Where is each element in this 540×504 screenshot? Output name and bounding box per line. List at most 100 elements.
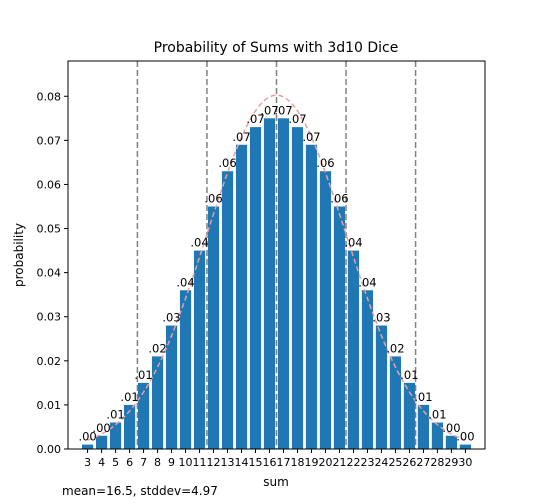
x-tick-label-11: 11: [193, 456, 207, 469]
bar-6: [123, 404, 136, 449]
x-tick-label-9: 9: [168, 456, 175, 469]
bar-label-6: .01: [120, 390, 138, 404]
y-tick-label-2: 0.02: [37, 355, 62, 368]
bar-label-29: .00: [442, 421, 460, 435]
plot-frame: [67, 60, 486, 450]
bar-28: [431, 422, 444, 449]
x-tick-label-28: 28: [430, 456, 444, 469]
bar-24: [375, 325, 388, 449]
bar-18: [291, 127, 304, 450]
bar-label-26: .01: [400, 368, 418, 382]
bar-label-9: .03: [162, 311, 180, 325]
y-tick-label-3: 0.03: [37, 311, 62, 324]
bar-15: [249, 127, 262, 450]
bar-label-10: .04: [176, 275, 194, 289]
bar-label-5: .01: [106, 408, 124, 422]
x-tick-label-6: 6: [126, 456, 133, 469]
x-tick-label-30: 30: [458, 456, 472, 469]
x-tick-label-26: 26: [402, 456, 416, 469]
x-tick-label-3: 3: [84, 456, 91, 469]
bar-label-20: .06: [316, 156, 334, 170]
x-tick-label-21: 21: [332, 456, 346, 469]
bar-27: [417, 404, 430, 449]
x-tick-label-23: 23: [360, 456, 374, 469]
bar-label-22: .04: [344, 236, 362, 250]
bar-20: [319, 171, 332, 449]
bar-26: [403, 382, 416, 449]
plot-area: .00.00.01.01.01.02.03.04.04.06.06.07.07.…: [37, 61, 475, 469]
bar-7: [137, 382, 150, 449]
y-axis-label: probability: [12, 223, 26, 287]
x-tick-label-15: 15: [249, 456, 263, 469]
bar-10: [179, 290, 192, 449]
x-tick-label-4: 4: [98, 456, 105, 469]
bar-21: [333, 206, 346, 449]
bar-23: [361, 290, 374, 449]
y-tick-label-0: 0.00: [37, 443, 62, 456]
x-tick-label-8: 8: [154, 456, 161, 469]
y-tick-label-7: 0.07: [37, 134, 62, 147]
bar-5: [109, 422, 122, 449]
bar-9: [165, 325, 178, 449]
y-tick-label-6: 0.06: [37, 178, 62, 191]
bar-label-11: .04: [190, 236, 208, 250]
bar-label-16: .07: [260, 103, 278, 117]
bar-label-17: .07: [274, 103, 292, 117]
stats-footnote: mean=16.5, stddev=4.97: [62, 484, 218, 498]
bar-14: [235, 144, 248, 450]
bar-19: [305, 144, 318, 450]
x-tick-label-12: 12: [207, 456, 221, 469]
y-tick-label-8: 0.08: [37, 90, 62, 103]
x-tick-label-16: 16: [263, 456, 277, 469]
x-tick-label-18: 18: [290, 456, 304, 469]
x-tick-label-22: 22: [346, 456, 360, 469]
bar-label-30: .00: [456, 430, 474, 444]
bar-label-15: .07: [246, 112, 264, 126]
y-tick-label-4: 0.04: [37, 267, 62, 280]
y-tick-label-5: 0.05: [37, 223, 62, 236]
bar-label-4: .00: [92, 421, 110, 435]
bar-22: [347, 250, 360, 449]
x-axis-label: sum: [263, 475, 289, 489]
x-tick-label-25: 25: [388, 456, 402, 469]
bar-label-18: .07: [288, 112, 306, 126]
bar-30: [459, 444, 472, 449]
bar-label-13: .06: [218, 156, 236, 170]
bar-12: [207, 206, 220, 449]
bar-label-7: .01: [134, 368, 152, 382]
bar-label-27: .01: [414, 390, 432, 404]
x-tick-label-17: 17: [276, 456, 290, 469]
bar-label-14: .07: [232, 130, 250, 144]
x-tick-label-5: 5: [112, 456, 119, 469]
x-tick-label-7: 7: [140, 456, 147, 469]
bar-3: [81, 444, 94, 449]
bar-label-24: .03: [372, 311, 390, 325]
x-tick-label-20: 20: [318, 456, 332, 469]
bar-label-3: .00: [78, 430, 96, 444]
bar-11: [193, 250, 206, 449]
bar-label-25: .02: [386, 341, 404, 355]
x-tick-label-13: 13: [221, 456, 235, 469]
bar-label-8: .02: [148, 341, 166, 355]
chart-title: Probability of Sums with 3d10 Dice: [154, 40, 399, 56]
bar-8: [151, 356, 164, 449]
bar-label-23: .04: [358, 275, 376, 289]
bar-13: [221, 171, 234, 449]
bar-4: [95, 435, 108, 449]
bar-label-12: .06: [204, 192, 222, 206]
x-tick-label-24: 24: [374, 456, 388, 469]
bar-label-19: .07: [302, 130, 320, 144]
x-tick-label-27: 27: [416, 456, 430, 469]
y-tick-label-1: 0.01: [37, 399, 62, 412]
x-tick-label-10: 10: [179, 456, 193, 469]
bar-label-21: .06: [330, 192, 348, 206]
bar-29: [445, 435, 458, 449]
x-tick-label-29: 29: [444, 456, 458, 469]
normal-curve: [87, 94, 466, 441]
x-tick-label-19: 19: [304, 456, 318, 469]
bar-label-28: .01: [428, 408, 446, 422]
bar-25: [389, 356, 402, 449]
x-tick-label-14: 14: [235, 456, 249, 469]
bar-16: [263, 118, 276, 450]
